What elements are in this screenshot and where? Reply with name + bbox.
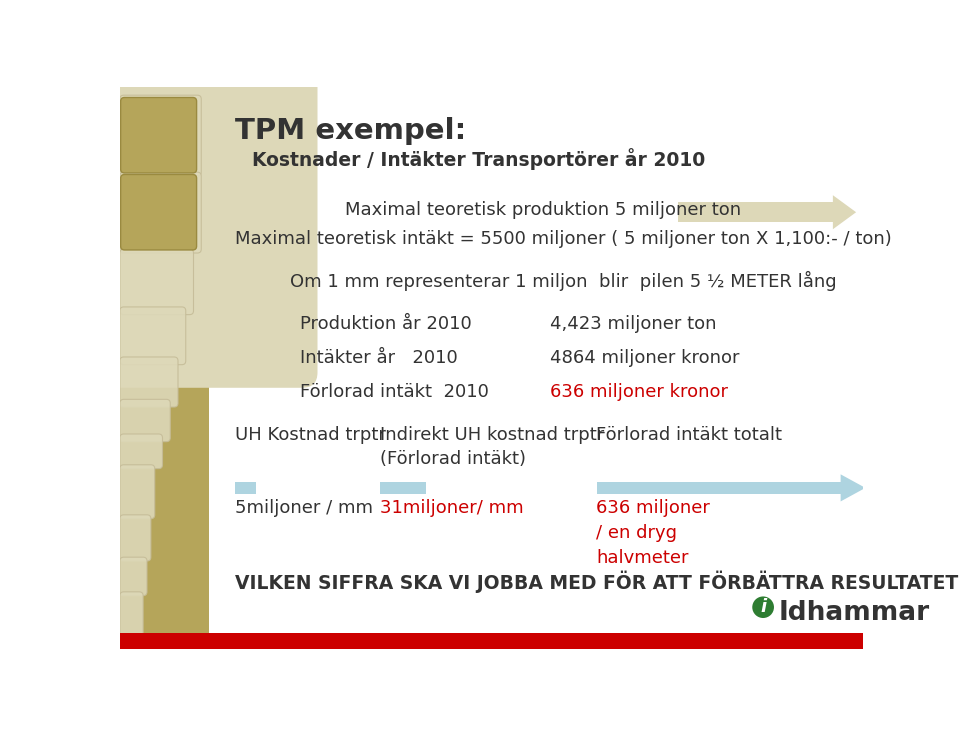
Bar [120, 87, 209, 649]
Text: i: i [760, 599, 766, 616]
Text: Förlorad intäkt  2010: Förlorad intäkt 2010 [300, 383, 489, 401]
Text: 4864 miljoner kronor: 4864 miljoner kronor [550, 349, 739, 367]
Bar [596, 482, 841, 494]
Text: Idhammar: Idhammar [779, 599, 929, 625]
FancyBboxPatch shape [120, 307, 186, 364]
Text: 636 miljoner
/ en dryg
halvmeter: 636 miljoner / en dryg halvmeter [596, 499, 711, 567]
FancyBboxPatch shape [121, 98, 197, 173]
FancyBboxPatch shape [120, 249, 194, 315]
FancyBboxPatch shape [120, 515, 151, 561]
Bar [678, 202, 832, 222]
FancyBboxPatch shape [120, 172, 201, 253]
Text: Maximal teoretisk produktion 5 miljoner ton: Maximal teoretisk produktion 5 miljoner … [344, 201, 740, 219]
Polygon shape [841, 475, 865, 502]
FancyBboxPatch shape [120, 557, 147, 596]
FancyBboxPatch shape [120, 357, 178, 407]
FancyBboxPatch shape [120, 592, 143, 646]
FancyBboxPatch shape [97, 64, 317, 388]
Text: Indirekt UH kostnad trptr
(Förlorad intäkt): Indirekt UH kostnad trptr (Förlorad intä… [380, 426, 604, 468]
Text: Förlorad intäkt totalt: Förlorad intäkt totalt [596, 426, 783, 444]
FancyBboxPatch shape [120, 434, 162, 469]
Bar [380, 482, 426, 494]
Text: VILKEN SIFFRA SKA VI JOBBA MED FÖR ATT FÖRBÄTTRA RESULTATET?: VILKEN SIFFRA SKA VI JOBBA MED FÖR ATT F… [235, 571, 959, 593]
Text: 4,423 miljoner ton: 4,423 miljoner ton [550, 316, 716, 333]
Text: Kostnader / Intäkter Transportörer år 2010: Kostnader / Intäkter Transportörer år 20… [251, 147, 705, 170]
Circle shape [752, 596, 774, 618]
Bar [235, 482, 256, 494]
FancyBboxPatch shape [121, 174, 197, 250]
Text: Om 1 mm representerar 1 miljon  blir  pilen 5 ½ METER lång: Om 1 mm representerar 1 miljon blir pile… [291, 270, 837, 291]
FancyBboxPatch shape [120, 95, 201, 176]
Text: Intäkter år   2010: Intäkter år 2010 [300, 349, 458, 367]
Bar [120, 633, 863, 649]
Polygon shape [832, 195, 856, 229]
FancyBboxPatch shape [120, 465, 154, 518]
Text: TPM exempel:: TPM exempel: [235, 117, 466, 145]
Text: 31miljoner/ mm: 31miljoner/ mm [380, 499, 523, 518]
Text: UH Kostnad trptr: UH Kostnad trptr [235, 426, 386, 444]
Text: 5miljoner / mm: 5miljoner / mm [235, 499, 373, 518]
Text: 636 miljoner kronor: 636 miljoner kronor [550, 383, 728, 401]
Text: Maximal teoretisk intäkt = 5500 miljoner ( 5 miljoner ton X 1,100:- / ton): Maximal teoretisk intäkt = 5500 miljoner… [235, 230, 891, 248]
FancyBboxPatch shape [120, 399, 171, 442]
Text: Produktion år 2010: Produktion år 2010 [300, 316, 472, 333]
